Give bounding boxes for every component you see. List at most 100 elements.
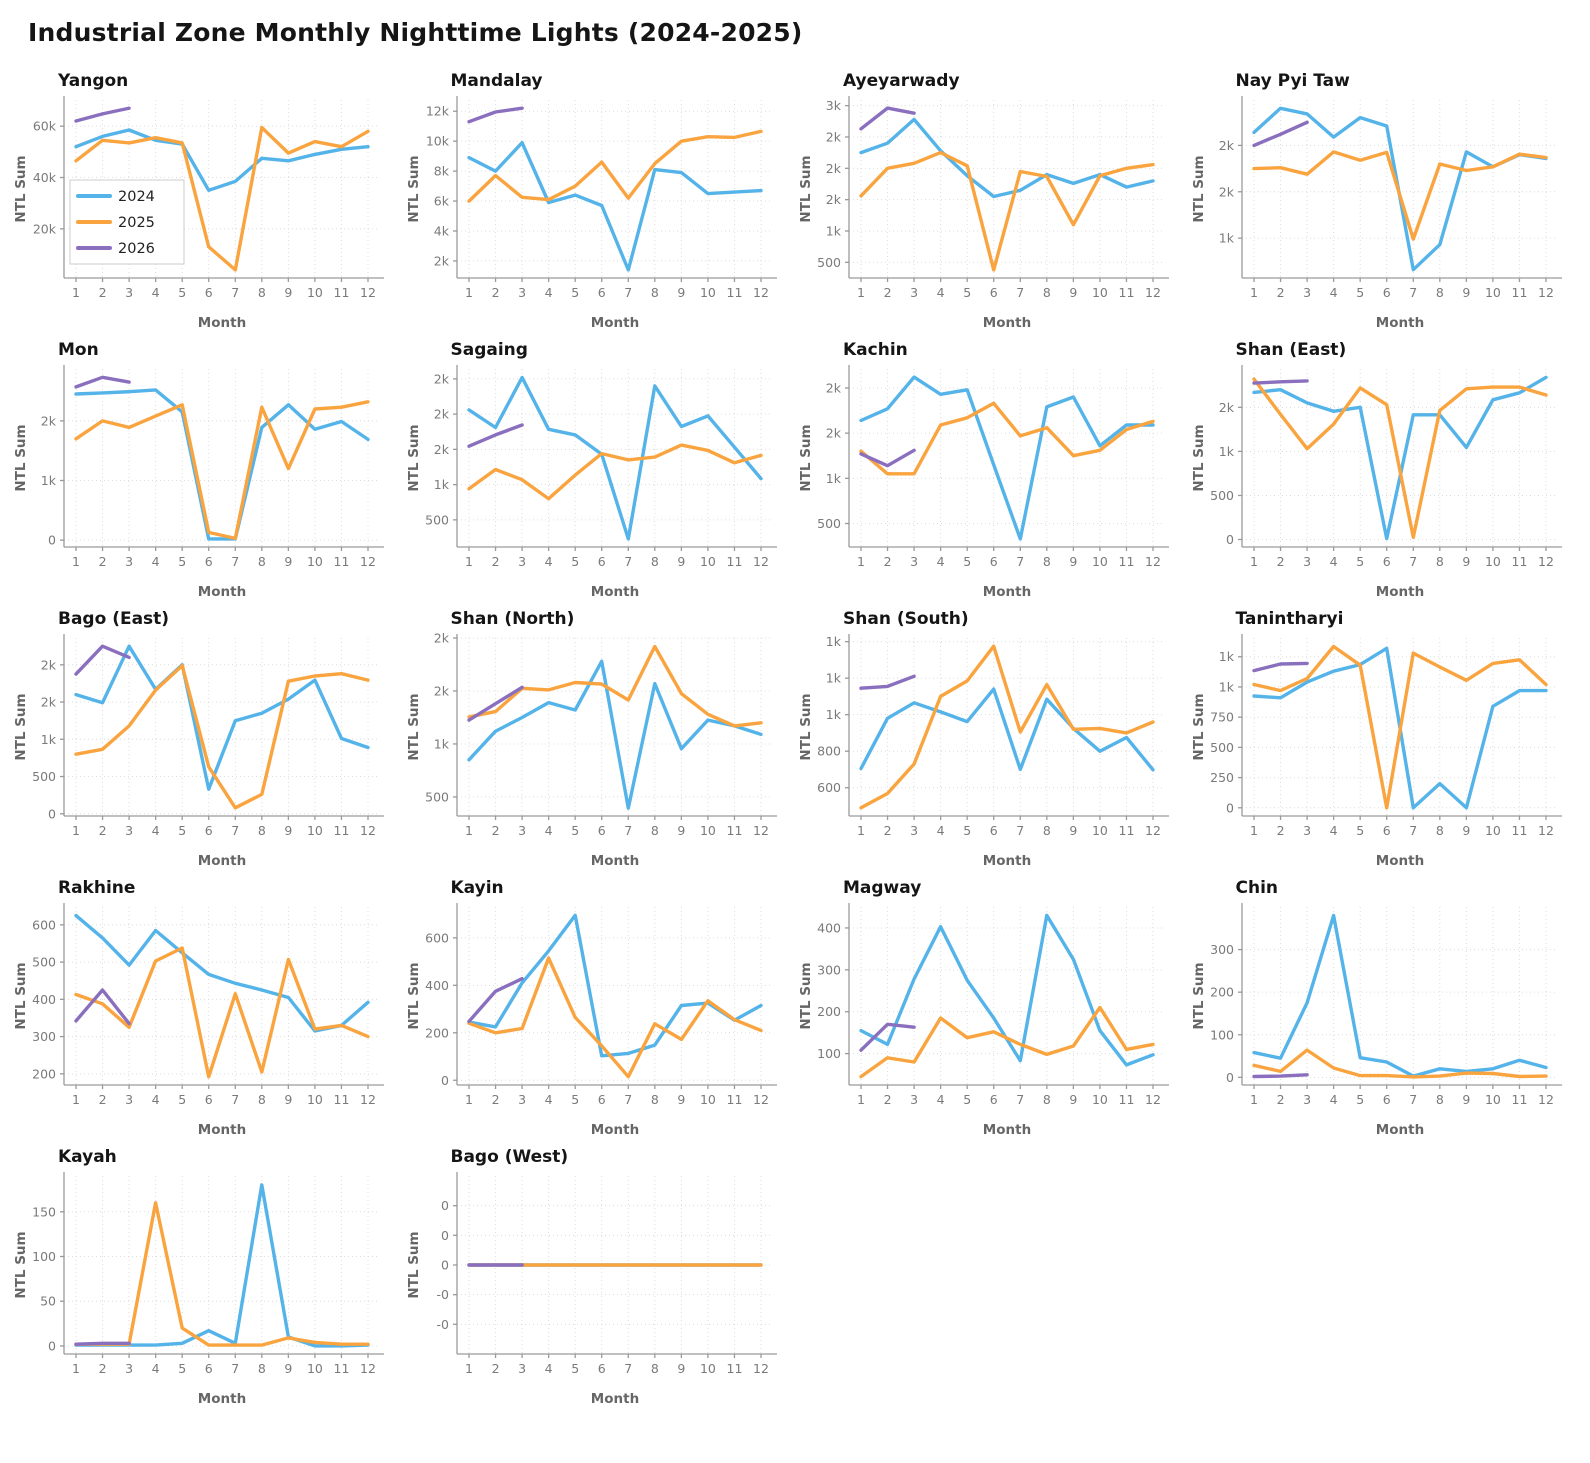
- x-tick-label: 1: [857, 285, 865, 300]
- y-axis-label: NTL Sum: [798, 693, 814, 760]
- y-axis-label: NTL Sum: [1191, 155, 1207, 222]
- gridlines: [64, 907, 380, 1085]
- y-tick-label: 2k: [41, 695, 57, 710]
- x-axis: 1 2 3 4 5 6 7 8 9 10 11 12: [849, 1084, 1169, 1107]
- y-axis-label: NTL Sum: [406, 693, 422, 760]
- x-tick-label: 8: [258, 823, 266, 838]
- x-tick-label: 7: [624, 554, 632, 569]
- series-line-2026: [859, 448, 916, 468]
- y-tick-label: 100: [32, 1249, 56, 1264]
- legend-item-2025: 2025: [76, 215, 155, 231]
- series-line-2026: [1251, 120, 1309, 148]
- x-tick-label: 5: [1356, 285, 1364, 300]
- series-line-2024: [1251, 913, 1548, 1078]
- series-line-2024: [74, 388, 370, 541]
- x-tick-label: 11: [1511, 285, 1527, 300]
- y-tick-label: 2k: [826, 129, 842, 144]
- x-tick-label: 10: [1092, 554, 1108, 569]
- series-line-2025: [74, 125, 370, 272]
- subplot-title: Magway: [843, 878, 922, 898]
- y-axis: 0 200 400 600: [425, 903, 458, 1088]
- x-tick-label: 4: [937, 285, 945, 300]
- x-tick-label: 7: [1409, 1092, 1417, 1107]
- x-axis-label: Month: [1375, 853, 1423, 868]
- x-axis-label: Month: [1375, 315, 1423, 330]
- series-line-2024: [466, 141, 763, 272]
- x-tick-label: 9: [1462, 823, 1470, 838]
- y-tick-label: 2k: [41, 657, 57, 672]
- subplot-mandalay: Mandalay 2k 4k 6k 8k 10k 12k 1 2 3 4 5 6 7 8 9 10 11 12 Mon…: [405, 71, 790, 330]
- series-line-2024: [1251, 106, 1548, 272]
- x-tick-label: 8: [1435, 285, 1443, 300]
- series-line-2026: [859, 106, 916, 131]
- x-tick-label: 6: [205, 823, 213, 838]
- y-axis: 0 500 1k 2k 2k: [32, 634, 65, 821]
- gridlines: [1241, 638, 1558, 816]
- x-tick-label: 4: [544, 823, 552, 838]
- x-tick-label: 11: [1511, 554, 1527, 569]
- x-axis-label: Month: [198, 584, 246, 599]
- y-tick-label: -0: [436, 1287, 449, 1302]
- x-tick-label: 9: [284, 1361, 292, 1376]
- x-tick-label: 9: [1462, 285, 1470, 300]
- x-tick-label: 5: [571, 823, 579, 838]
- x-tick-label: 8: [1435, 1092, 1443, 1107]
- x-tick-label: 11: [726, 285, 742, 300]
- subplot-title: Rakhine: [58, 878, 136, 898]
- y-tick-label: 400: [425, 978, 449, 993]
- x-tick-label: 3: [910, 285, 918, 300]
- y-axis: 500 1k 2k 2k: [817, 365, 850, 547]
- x-axis-label: Month: [1375, 1122, 1423, 1137]
- y-tick-label: 2k: [433, 631, 449, 646]
- x-tick-label: 12: [360, 823, 376, 838]
- gridlines: [849, 907, 1165, 1085]
- x-tick-label: 4: [152, 554, 160, 569]
- legend-item-2026: 2026: [76, 241, 155, 257]
- x-tick-label: 6: [990, 1092, 998, 1107]
- y-axis: 0 250 500 750 1k 1k: [1210, 634, 1243, 816]
- x-tick-label: 2: [491, 823, 499, 838]
- x-tick-label: 9: [677, 554, 685, 569]
- subplot-title: Ayeyarwady: [843, 71, 960, 91]
- x-tick-label: 5: [571, 285, 579, 300]
- x-tick-label: 5: [178, 554, 186, 569]
- series-line-2024: [859, 687, 1155, 772]
- x-tick-label: 12: [360, 1092, 376, 1107]
- x-tick-label: 5: [571, 554, 579, 569]
- x-tick-label: 8: [258, 1361, 266, 1376]
- gridlines: [456, 637, 773, 816]
- series-line-2024: [74, 644, 370, 791]
- x-tick-label: 1: [857, 1092, 865, 1107]
- subplot-mon: Mon 0 1k 2k 1 2 3 4 5 6 7 8 9 10 11 12 Month NTL Sum: [12, 340, 397, 599]
- gridlines: [849, 100, 1165, 278]
- x-tick-label: 2: [1276, 285, 1284, 300]
- x-tick-label: 8: [650, 1361, 658, 1376]
- y-axis-label: NTL Sum: [798, 155, 814, 222]
- legend-label: 2026: [118, 241, 155, 257]
- x-tick-label: 5: [571, 1361, 579, 1376]
- gridlines: [456, 907, 773, 1085]
- x-tick-label: 11: [334, 1092, 350, 1107]
- x-tick-label: 4: [937, 554, 945, 569]
- x-tick-label: 7: [1409, 823, 1417, 838]
- x-tick-label: 2: [99, 823, 107, 838]
- x-tick-label: 6: [990, 285, 998, 300]
- x-tick-label: 10: [1092, 823, 1108, 838]
- x-tick-label: 2: [99, 1092, 107, 1107]
- x-tick-label: 1: [465, 554, 473, 569]
- y-tick-label: 100: [817, 1046, 841, 1061]
- subplot-kayah: Kayah 0 50 100 150 1 2 3 4 5 6 7 8 9 10 11 12 Month NTL Su…: [12, 1147, 397, 1406]
- x-tick-label: 12: [1538, 1092, 1554, 1107]
- subplot-bago-east: Bago (East) 0 500 1k 2k 2k 1 2 3 4 5 6 7 8 9 10 11 12 Mont…: [12, 609, 397, 868]
- x-tick-label: 10: [1092, 285, 1108, 300]
- x-tick-label: 3: [125, 1092, 133, 1107]
- y-tick-label: 600: [425, 930, 449, 945]
- y-tick-label: 0: [441, 1198, 449, 1213]
- x-tick-label: 8: [650, 1092, 658, 1107]
- x-tick-label: 7: [1016, 554, 1024, 569]
- x-tick-label: 2: [99, 554, 107, 569]
